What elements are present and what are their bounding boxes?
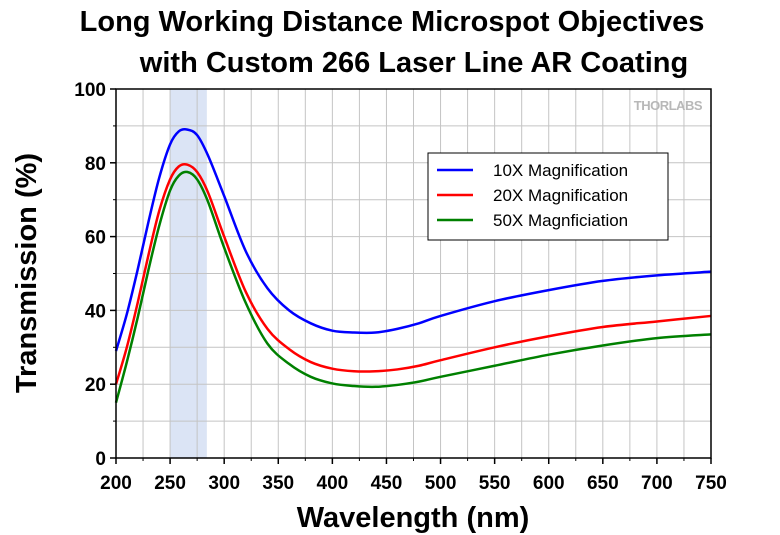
x-tick-label: 250: [154, 473, 186, 494]
series-line-3: [114, 170, 712, 403]
x-axis-label: Wavelength (nm): [297, 502, 530, 534]
x-tick-label: 350: [262, 473, 294, 494]
y-tick-label: 0: [95, 449, 106, 470]
legend-box: [427, 152, 669, 241]
y-axis-label: Transmission (%): [11, 153, 43, 393]
thorlabs-logo: THORLABS: [634, 98, 703, 113]
series-line-2: [114, 162, 712, 385]
legend: 10X Magnification 20X Magnification 50X …: [427, 152, 669, 241]
y-tick-label: 80: [85, 154, 106, 175]
plot-area: 200 250 300 350 400 450 500 550 600 650 700 750 0 20 4…: [74, 80, 727, 494]
y-tick-label: 60: [85, 228, 106, 249]
y-tick-label: 100: [74, 80, 106, 101]
x-tick-label: 500: [425, 473, 457, 494]
x-tick-label: 200: [100, 473, 132, 494]
legend-label-10x: 10X Magnification: [493, 161, 628, 180]
chart-title-line-1: Long Working Distance Microspot Objectiv…: [80, 6, 705, 38]
x-tick-label: 750: [695, 473, 727, 494]
x-tick-label: 550: [479, 473, 511, 494]
x-tick-label: 300: [208, 473, 240, 494]
chart-title-line-2: with Custom 266 Laser Line AR Coating: [139, 47, 688, 79]
legend-label-50x: 50X Magnficiation: [493, 211, 628, 230]
x-tick-label: 600: [533, 473, 565, 494]
x-tick-label: 650: [587, 473, 619, 494]
x-tick-label: 450: [371, 473, 403, 494]
x-tick-label: 700: [641, 473, 673, 494]
x-tick-label: 400: [317, 473, 349, 494]
y-tick-label: 40: [85, 301, 106, 322]
y-tick-label: 20: [85, 375, 106, 396]
series-line-1: [114, 128, 712, 352]
legend-label-20x: 20X Magnification: [493, 186, 628, 205]
